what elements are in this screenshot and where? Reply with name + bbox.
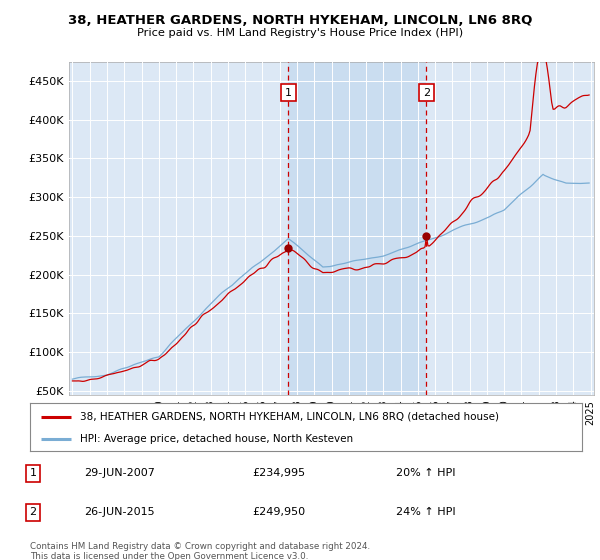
Text: 2: 2 (29, 507, 37, 517)
Text: £234,995: £234,995 (252, 468, 305, 478)
Text: 1: 1 (29, 468, 37, 478)
Text: HPI: Average price, detached house, North Kesteven: HPI: Average price, detached house, Nort… (80, 434, 353, 444)
Text: £249,950: £249,950 (252, 507, 305, 517)
Text: Price paid vs. HM Land Registry's House Price Index (HPI): Price paid vs. HM Land Registry's House … (137, 28, 463, 38)
Text: 20% ↑ HPI: 20% ↑ HPI (396, 468, 455, 478)
Text: 38, HEATHER GARDENS, NORTH HYKEHAM, LINCOLN, LN6 8RQ: 38, HEATHER GARDENS, NORTH HYKEHAM, LINC… (68, 14, 532, 27)
Text: Contains HM Land Registry data © Crown copyright and database right 2024.
This d: Contains HM Land Registry data © Crown c… (30, 542, 370, 560)
Bar (289, 62, 427, 395)
Text: 26-JUN-2015: 26-JUN-2015 (84, 507, 155, 517)
Text: 29-JUN-2007: 29-JUN-2007 (84, 468, 155, 478)
Text: 2: 2 (423, 87, 430, 97)
Text: 38, HEATHER GARDENS, NORTH HYKEHAM, LINCOLN, LN6 8RQ (detached house): 38, HEATHER GARDENS, NORTH HYKEHAM, LINC… (80, 412, 499, 422)
Text: 24% ↑ HPI: 24% ↑ HPI (396, 507, 455, 517)
Text: 1: 1 (285, 87, 292, 97)
